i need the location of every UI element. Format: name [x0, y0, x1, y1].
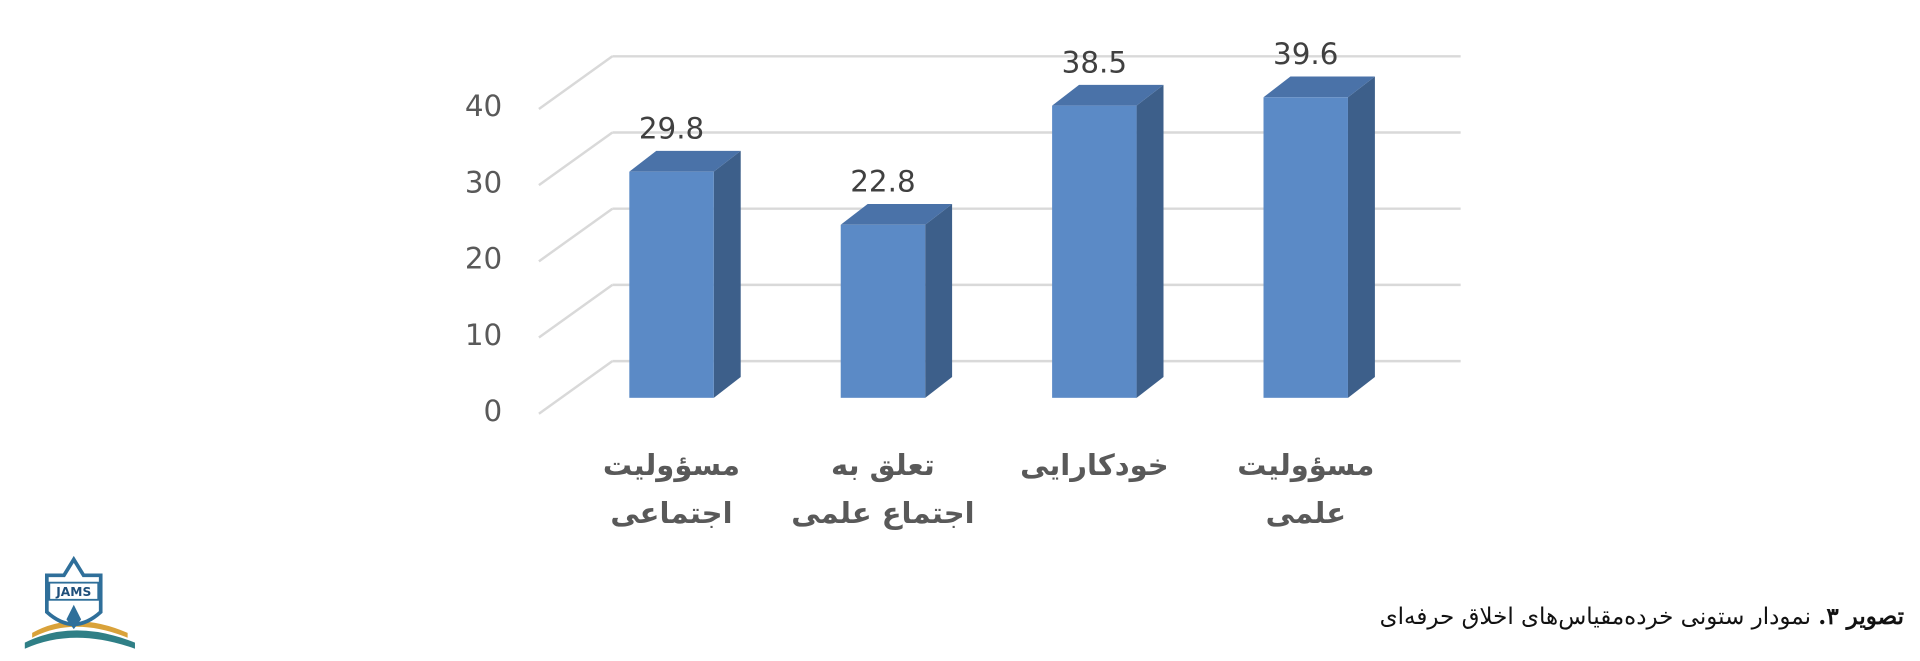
value-label: 39.6	[1273, 37, 1338, 71]
y-tick-label: 0	[484, 394, 503, 428]
grid-line	[538, 360, 614, 415]
x-tick-label: خودکارایی	[1020, 447, 1169, 482]
x-tick-label: مسؤولیت اجتماعی	[602, 447, 740, 530]
bar-side	[925, 203, 953, 398]
bar-side	[713, 150, 741, 398]
value-label: 22.8	[850, 165, 915, 199]
y-tick-label: 30	[465, 165, 502, 199]
value-label: 38.5	[1062, 46, 1127, 80]
grid-line	[538, 207, 614, 263]
caption-label: تصویر ۳.	[1818, 603, 1904, 630]
logo-text: JAMS	[55, 585, 91, 599]
bar-side	[1136, 84, 1164, 398]
bar-top	[840, 203, 953, 225]
bar-top	[1263, 76, 1375, 98]
bar	[1052, 105, 1137, 398]
bar	[840, 224, 926, 398]
bar-top	[1052, 84, 1164, 106]
y-tick-label: 40	[465, 89, 502, 123]
bar-top	[629, 150, 741, 172]
bar	[629, 171, 714, 398]
caption: تصویر ۳. نمودار ستونی خرده‌مقیاس‌های اخل…	[1380, 603, 1904, 630]
x-tick-label: تعلق به اجتماع علمی	[791, 447, 975, 530]
value-label: 29.8	[639, 112, 704, 146]
y-tick-label: 10	[465, 318, 502, 352]
logo: JAMS	[24, 555, 135, 649]
grid-line	[538, 55, 614, 110]
bar	[1263, 97, 1348, 398]
y-tick-label: 20	[465, 242, 502, 276]
grid-line	[538, 131, 614, 187]
caption-text: نمودار ستونی خرده‌مقیاس‌های اخلاق حرفه‌ا…	[1379, 604, 1811, 630]
grid-line	[538, 283, 614, 339]
bar-side	[1347, 76, 1375, 398]
x-tick-label: مسؤولیت علمی	[1237, 447, 1375, 530]
